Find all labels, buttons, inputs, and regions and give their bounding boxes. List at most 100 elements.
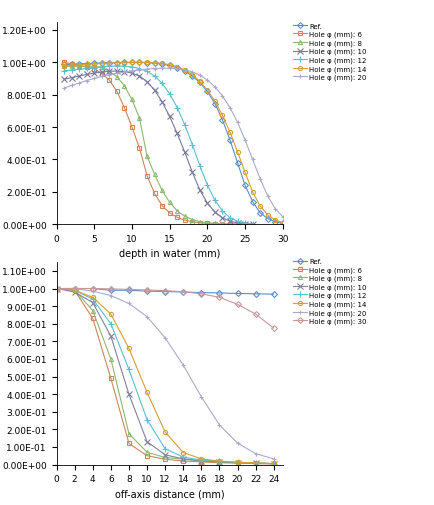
- Hole φ (mm): 14: (6, 0.993): 14: (6, 0.993): [99, 61, 104, 67]
- Ref.: [54, 286, 59, 292]
- Hole φ (mm): 10: (1, 0.895): 10: (1, 0.895): [61, 77, 66, 83]
- Legend: Ref., Hole φ (mm): 6, Hole φ (mm): 8, Hole φ (mm): 10, Hole φ (mm): 12, Hole φ (: Ref., Hole φ (mm): 6, Hole φ (mm): 8, Ho…: [292, 24, 366, 81]
- Hole φ (mm): 10: (26, 0.001): 10: (26, 0.001): [250, 222, 255, 228]
- Ref.: [92, 61, 97, 67]
- Hole φ (mm): 6: (23, 0.001): 6: (23, 0.001): [227, 222, 232, 228]
- Hole φ (mm): 10: (0, 1): 10: (0, 1): [54, 286, 59, 292]
- Hole φ (mm): 8: (20, 0.01): 8: (20, 0.01): [234, 460, 240, 466]
- Hole φ (mm): 14: (16, 0.973): 14: (16, 0.973): [174, 65, 179, 71]
- Line: Hole φ (mm): 14: Hole φ (mm): 14: [62, 61, 284, 225]
- Hole φ (mm): 8: (17, 0.049): 8: (17, 0.049): [182, 214, 187, 220]
- Ref.: [212, 102, 217, 108]
- Hole φ (mm): 14: (8, 0.997): 14: (8, 0.997): [114, 61, 119, 67]
- Hole φ (mm): 20: (20, 0.89): 20: (20, 0.89): [204, 78, 210, 84]
- Ref.: [189, 74, 194, 80]
- Hole φ (mm): 8: (2, 0.99): 8: (2, 0.99): [72, 288, 77, 294]
- Hole φ (mm): 6: (22, 0.005): 6: (22, 0.005): [253, 461, 258, 467]
- Hole φ (mm): 20: (17, 0.953): 20: (17, 0.953): [182, 68, 187, 74]
- Ref.: [180, 289, 185, 295]
- Hole φ (mm): 10: (6, 0.73): 10: (6, 0.73): [108, 333, 113, 339]
- Hole φ (mm): 10: (14, 0.756): 10: (14, 0.756): [159, 99, 164, 106]
- Line: Ref.: Ref.: [62, 61, 284, 226]
- Hole φ (mm): 6: (12, 0.3): 6: (12, 0.3): [144, 173, 149, 179]
- Hole φ (mm): 14: (20, 0.828): 14: (20, 0.828): [204, 88, 210, 94]
- Hole φ (mm): 12: (12, 0.944): 12: (12, 0.944): [144, 69, 149, 75]
- Hole φ (mm): 12: (17, 0.615): 12: (17, 0.615): [182, 122, 187, 128]
- Hole φ (mm): 8: (4, 0.875): 8: (4, 0.875): [90, 308, 95, 314]
- Line: Hole φ (mm): 8: Hole φ (mm): 8: [62, 65, 247, 227]
- Hole φ (mm): 12: (18, 0.018): 12: (18, 0.018): [216, 459, 221, 465]
- Hole φ (mm): 10: (20, 0.01): 10: (20, 0.01): [234, 460, 240, 466]
- Text: (a): (a): [161, 269, 178, 282]
- Ref.: [234, 291, 240, 297]
- Hole φ (mm): 30: (0, 1): 30: (0, 1): [54, 286, 59, 292]
- Hole φ (mm): 10: (3, 0.915): 10: (3, 0.915): [76, 74, 82, 80]
- Hole φ (mm): 10: (10, 0.13): 10: (10, 0.13): [144, 439, 149, 445]
- Hole φ (mm): 14: (27, 0.112): 14: (27, 0.112): [257, 204, 262, 210]
- Hole φ (mm): 8: (3, 0.975): 8: (3, 0.975): [76, 64, 82, 70]
- Hole φ (mm): 8: (9, 0.855): 8: (9, 0.855): [122, 83, 127, 89]
- Hole φ (mm): 8: (6, 0.6): 8: (6, 0.6): [108, 356, 113, 362]
- Ref.: [151, 61, 157, 67]
- Ref.: [270, 291, 276, 297]
- Hole φ (mm): 14: (8, 0.66): 14: (8, 0.66): [126, 345, 131, 351]
- Hole φ (mm): 14: (29, 0.025): 14: (29, 0.025): [272, 218, 277, 224]
- Line: Hole φ (mm): 20: Hole φ (mm): 20: [54, 287, 275, 461]
- Hole φ (mm): 12: (24, 0.005): 12: (24, 0.005): [270, 461, 276, 467]
- Hole φ (mm): 6: (19, 0.008): 6: (19, 0.008): [197, 220, 202, 226]
- Ref.: [72, 286, 77, 292]
- Hole φ (mm): 30: (8, 0.995): 30: (8, 0.995): [126, 287, 131, 293]
- Hole φ (mm): 12: (6, 0.8): 12: (6, 0.8): [108, 321, 113, 327]
- Ref.: [182, 69, 187, 75]
- Hole φ (mm): 14: (23, 0.568): 14: (23, 0.568): [227, 130, 232, 136]
- Ref.: [204, 89, 210, 95]
- Hole φ (mm): 20: (16, 0.96): 20: (16, 0.96): [174, 67, 179, 73]
- Ref.: [114, 61, 119, 67]
- Line: Hole φ (mm): 12: Hole φ (mm): 12: [60, 63, 256, 228]
- Ref.: [144, 288, 149, 294]
- Hole φ (mm): 8: (8, 0.175): 8: (8, 0.175): [126, 431, 131, 437]
- Hole φ (mm): 12: (24, 0.018): 12: (24, 0.018): [234, 219, 240, 225]
- Hole φ (mm): 14: (2, 0.99): 14: (2, 0.99): [72, 288, 77, 294]
- Hole φ (mm): 20: (14, 0.565): 20: (14, 0.565): [180, 362, 185, 368]
- Hole φ (mm): 12: (0, 1): 12: (0, 1): [54, 286, 59, 292]
- Hole φ (mm): 14: (14, 0.068): 14: (14, 0.068): [180, 449, 185, 456]
- Hole φ (mm): 6: (8, 0.12): 6: (8, 0.12): [126, 440, 131, 446]
- Hole φ (mm): 6: (1, 1): 6: (1, 1): [61, 60, 66, 66]
- Ref.: [90, 286, 95, 292]
- Hole φ (mm): 10: (19, 0.212): 10: (19, 0.212): [197, 187, 202, 193]
- Hole φ (mm): 12: (8, 0.977): 12: (8, 0.977): [114, 64, 119, 70]
- Hole φ (mm): 6: (6, 0.49): 6: (6, 0.49): [108, 376, 113, 382]
- Hole φ (mm): 20: (25, 0.52): 20: (25, 0.52): [242, 138, 247, 144]
- Hole φ (mm): 20: (15, 0.963): 20: (15, 0.963): [167, 66, 172, 72]
- Hole φ (mm): 14: (10, 0.41): 14: (10, 0.41): [144, 389, 149, 395]
- Hole φ (mm): 10: (11, 0.915): 10: (11, 0.915): [137, 74, 142, 80]
- Hole φ (mm): 20: (16, 0.385): 20: (16, 0.385): [198, 394, 204, 400]
- Hole φ (mm): 12: (20, 0.012): 12: (20, 0.012): [234, 460, 240, 466]
- Hole φ (mm): 6: (4, 0.97): 6: (4, 0.97): [84, 65, 89, 71]
- Hole φ (mm): 8: (16, 0.02): 8: (16, 0.02): [198, 458, 204, 464]
- Hole φ (mm): 12: (6, 0.972): 12: (6, 0.972): [99, 65, 104, 71]
- Hole φ (mm): 8: (24, 0): 8: (24, 0): [234, 222, 240, 228]
- Ref.: [106, 61, 112, 67]
- Hole φ (mm): 14: (1, 0.978): 14: (1, 0.978): [61, 64, 66, 70]
- Hole φ (mm): 8: (7, 0.945): 8: (7, 0.945): [106, 69, 112, 75]
- Hole φ (mm): 14: (18, 0.923): 14: (18, 0.923): [189, 73, 194, 79]
- Hole φ (mm): 10: (7, 0.945): 10: (7, 0.945): [106, 69, 112, 75]
- Hole φ (mm): 20: (29, 0.095): 20: (29, 0.095): [272, 207, 277, 213]
- Hole φ (mm): 6: (25, 0): 6: (25, 0): [242, 222, 247, 228]
- Hole φ (mm): 8: (24, 0.005): 8: (24, 0.005): [270, 461, 276, 467]
- Ref.: [227, 138, 232, 144]
- Hole φ (mm): 12: (2, 0.952): 12: (2, 0.952): [69, 68, 74, 74]
- Hole φ (mm): 6: (8, 0.82): 6: (8, 0.82): [114, 89, 119, 95]
- Ref.: [234, 160, 240, 166]
- Hole φ (mm): 10: (17, 0.445): 10: (17, 0.445): [182, 150, 187, 156]
- Hole φ (mm): 12: (26, 0.002): 12: (26, 0.002): [250, 221, 255, 227]
- Ref.: [129, 60, 134, 66]
- Hole φ (mm): 14: (25, 0.32): 14: (25, 0.32): [242, 170, 247, 176]
- Hole φ (mm): 20: (21, 0.848): 20: (21, 0.848): [212, 85, 217, 91]
- Ref.: [242, 183, 247, 189]
- Hole φ (mm): 6: (20, 0.005): 6: (20, 0.005): [204, 221, 210, 227]
- Hole φ (mm): 6: (6, 0.93): 6: (6, 0.93): [99, 71, 104, 77]
- Hole φ (mm): 10: (25, 0.003): 10: (25, 0.003): [242, 221, 247, 227]
